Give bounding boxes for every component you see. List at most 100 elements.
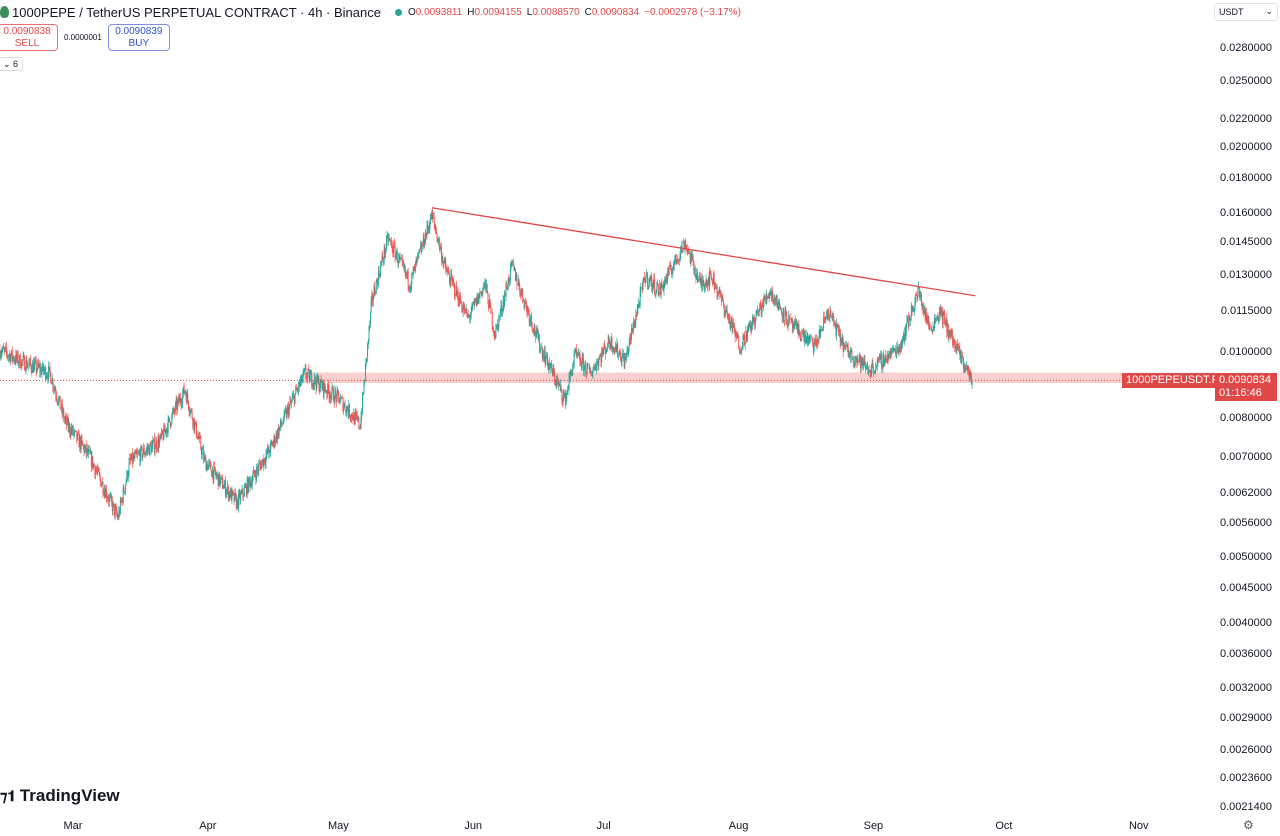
candle-body xyxy=(66,417,68,425)
candle-body xyxy=(142,453,144,458)
candle-body xyxy=(546,352,548,359)
candle-body xyxy=(453,281,455,285)
settings-gear-icon[interactable]: ⚙ xyxy=(1243,818,1254,832)
candle-body xyxy=(210,463,212,472)
candle-body xyxy=(19,355,21,363)
buy-button[interactable]: 0.0090839 BUY xyxy=(107,24,170,51)
candle-body xyxy=(80,437,82,450)
candle-body xyxy=(581,356,583,368)
tradingview-logo[interactable]: ⁊𝟏 TradingView xyxy=(0,786,120,806)
candle-body xyxy=(573,363,574,367)
candle-body xyxy=(225,492,227,495)
candle-body xyxy=(759,302,761,310)
candle-body xyxy=(711,277,713,282)
close-label: C xyxy=(584,6,592,18)
candle-body xyxy=(786,324,788,325)
candle-body xyxy=(465,308,467,310)
candle-body xyxy=(72,426,74,435)
candle-body xyxy=(481,291,483,295)
price-tick-label: 0.0180000 xyxy=(1220,172,1272,185)
candle-body xyxy=(839,329,841,335)
candle-body xyxy=(170,423,172,426)
symbol-title[interactable]: 1000PEPE / TetherUS PERPETUAL CONTRACT ·… xyxy=(12,4,381,20)
candle-body xyxy=(148,446,150,455)
candle-body xyxy=(108,499,110,502)
candle-body xyxy=(355,413,357,415)
candle-body xyxy=(380,265,382,276)
time-tick-label: May xyxy=(327,820,349,832)
candle-body xyxy=(510,262,512,266)
candle-body xyxy=(83,446,85,453)
candle-body xyxy=(92,456,94,468)
candle-body xyxy=(307,369,309,374)
candle-body xyxy=(383,259,384,261)
candle-body xyxy=(910,318,912,321)
candle-body xyxy=(95,470,97,475)
candle-body xyxy=(208,462,210,466)
candle-body xyxy=(372,297,374,301)
candle-body xyxy=(327,383,329,395)
candle-body xyxy=(831,315,833,317)
candle-body xyxy=(452,281,454,283)
candle-body xyxy=(45,367,47,379)
currency-select[interactable]: USDT ⌄ xyxy=(1214,3,1278,21)
candle-body xyxy=(505,285,507,296)
candle-body xyxy=(32,363,34,373)
indicators-toggle[interactable]: ⌄ 6 xyxy=(0,57,24,71)
candle-body xyxy=(221,477,223,478)
candle-body xyxy=(230,489,232,501)
candle-body xyxy=(720,295,722,301)
candle-body xyxy=(746,330,748,341)
candle-body xyxy=(731,318,732,323)
candle-body xyxy=(68,423,70,429)
candle-body xyxy=(324,383,326,390)
candle-body xyxy=(473,301,475,305)
candle-body xyxy=(822,328,824,331)
candle-body xyxy=(465,308,466,314)
candle-body xyxy=(665,276,667,283)
candle-body xyxy=(391,243,393,251)
candle-body xyxy=(813,345,814,351)
candle-body xyxy=(406,272,408,277)
price-tick-label: 0.0115000 xyxy=(1220,304,1272,317)
candle-body xyxy=(842,337,844,352)
candle-body xyxy=(416,258,418,262)
candle-body xyxy=(714,286,716,289)
candle-body xyxy=(185,394,187,403)
candle-body xyxy=(632,328,634,333)
candle-body xyxy=(635,314,637,323)
low-label: L xyxy=(526,6,533,18)
candle-body xyxy=(689,252,690,254)
candle-body xyxy=(642,278,644,289)
open-value: 0.0093811 xyxy=(415,6,463,18)
candle-body xyxy=(483,283,485,288)
candle-body xyxy=(708,277,710,286)
candle-body xyxy=(652,283,653,290)
candle-body xyxy=(254,474,256,476)
candle-body xyxy=(255,475,257,480)
candle-body xyxy=(806,332,808,339)
candle-body xyxy=(205,458,207,471)
candle-body xyxy=(309,374,311,382)
candle-body xyxy=(697,280,699,283)
candle-body xyxy=(583,365,585,372)
candle-body xyxy=(737,334,739,339)
candle-body xyxy=(429,223,431,230)
candle-body xyxy=(639,291,641,306)
candle-body xyxy=(177,401,179,411)
candle-body xyxy=(911,305,913,311)
candle-body xyxy=(607,336,609,348)
candle-body xyxy=(233,492,235,502)
candle-body xyxy=(418,251,420,253)
candle-body xyxy=(106,489,108,499)
candle-body xyxy=(517,284,519,286)
candle-body xyxy=(43,363,44,372)
candle-body xyxy=(180,397,181,402)
candle-body xyxy=(127,471,129,479)
candle-body xyxy=(929,325,931,330)
candle-body xyxy=(8,355,10,357)
sell-button[interactable]: 0.0090838 SELL xyxy=(0,24,58,51)
candle-body xyxy=(120,500,122,502)
candle-body xyxy=(93,464,94,468)
